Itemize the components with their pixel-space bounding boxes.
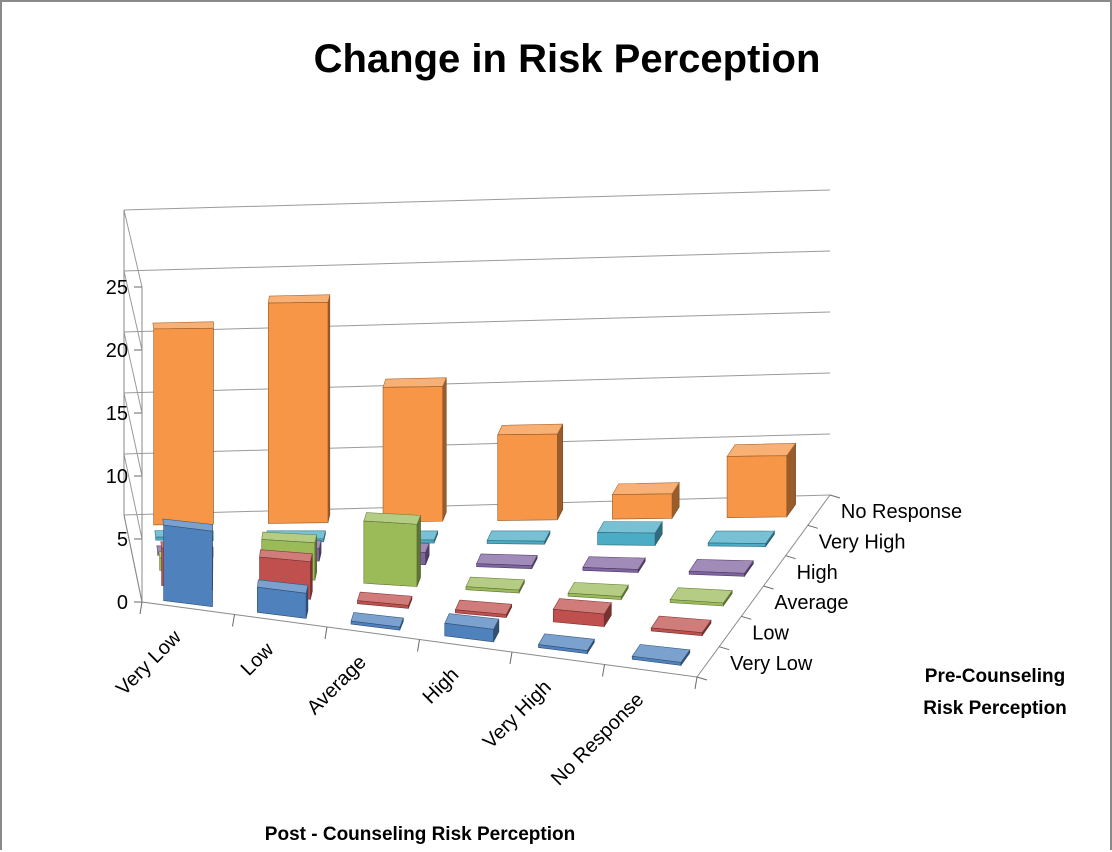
bar — [689, 559, 753, 576]
z-series-label: High — [797, 562, 838, 584]
bar-front-face — [498, 434, 558, 520]
bar-front-face — [598, 532, 655, 545]
z-series-label: Very Low — [730, 653, 813, 675]
back-wall-gridline — [124, 312, 830, 332]
x-tick-mark — [140, 602, 142, 614]
bar-front-face — [708, 543, 765, 547]
y-tick-label: 5 — [117, 529, 128, 551]
x-axis-title: Post - Counseling Risk Perception — [265, 824, 575, 845]
x-tick-mark — [233, 615, 235, 627]
bar — [568, 582, 628, 599]
bar — [351, 613, 403, 631]
y-tick-label: 10 — [106, 466, 128, 488]
bar — [455, 600, 511, 617]
x-category-label: No Response — [547, 689, 648, 790]
z-tick-mark — [786, 556, 796, 559]
bar-front-face — [164, 525, 213, 607]
x-category-label: Very Low — [112, 626, 186, 700]
bar — [357, 592, 412, 608]
bar-side-face — [417, 515, 421, 586]
bar — [612, 483, 679, 520]
x-category-label: Very High — [479, 676, 556, 753]
z-tick-mark — [697, 677, 707, 680]
z-series-label: Low — [752, 623, 789, 645]
z-axis-title-line1: Pre-Counseling — [925, 666, 1065, 687]
z-tick-mark — [719, 647, 729, 650]
bar — [364, 513, 421, 587]
bar — [538, 634, 594, 654]
bar — [268, 295, 329, 524]
bar-top-face — [727, 443, 796, 456]
bar-front-face — [727, 456, 787, 518]
bar — [708, 531, 774, 547]
bar — [445, 614, 499, 642]
bar — [153, 322, 214, 525]
bar — [498, 424, 563, 521]
bar — [598, 522, 663, 546]
bar-front-face — [268, 302, 328, 523]
bar-front-face — [612, 494, 672, 519]
x-category-label: Average — [303, 651, 371, 719]
bar — [632, 644, 690, 665]
back-wall-gridline — [124, 190, 830, 210]
bar — [727, 443, 796, 517]
bar — [466, 577, 524, 593]
z-series-label: Very High — [819, 532, 906, 554]
bar-front-face — [383, 387, 443, 522]
x-tick-mark — [510, 652, 512, 664]
bar-side-face — [557, 424, 562, 520]
bar — [553, 599, 611, 627]
back-wall-gridline — [124, 373, 830, 393]
bars-layer — [153, 295, 796, 666]
z-axis-title-line2: Risk Perception — [923, 698, 1067, 719]
bar — [487, 531, 550, 544]
x-category-label: Low — [237, 638, 279, 680]
bar-top-face — [383, 378, 446, 388]
chart-title: Change in Risk Perception — [314, 37, 821, 81]
bar — [477, 554, 538, 569]
bar — [670, 588, 732, 606]
bar-top-face — [598, 522, 663, 533]
side-wall-gridline — [124, 210, 142, 287]
back-wall-gridline — [124, 251, 830, 271]
z-series-label: Average — [774, 592, 848, 614]
bar-front-face — [487, 541, 544, 545]
z-tick-mark — [764, 586, 774, 589]
bar-top-face — [708, 531, 774, 544]
bar — [383, 378, 446, 522]
x-tick-mark — [695, 677, 697, 689]
bar-top-face — [612, 483, 679, 495]
bar-front-face — [154, 328, 214, 525]
bar — [257, 580, 308, 619]
bar-top-face — [689, 559, 753, 573]
bar-side-face — [787, 443, 796, 517]
bar — [163, 519, 213, 607]
x-tick-mark — [418, 640, 420, 652]
back-wall-gridline — [124, 434, 830, 454]
z-tick-mark — [741, 616, 751, 619]
bar-side-face — [443, 378, 447, 522]
y-tick-label: 0 — [117, 592, 128, 614]
bar-front-face — [364, 521, 417, 587]
bar-top-face — [487, 531, 550, 541]
bar — [583, 557, 645, 573]
y-tick-label: 15 — [106, 403, 128, 425]
z-series-label: No Response — [841, 501, 962, 523]
back-wall-gridline — [124, 495, 830, 515]
bar — [651, 616, 711, 636]
x-tick-mark — [603, 665, 605, 677]
x-tick-mark — [325, 627, 327, 639]
bar-top-face — [498, 424, 563, 435]
x-category-label: High — [419, 664, 464, 709]
bar-top-face — [268, 295, 329, 303]
y-tick-label: 25 — [106, 277, 128, 299]
z-tick-mark — [830, 495, 840, 498]
bar-top-face — [153, 322, 214, 329]
y-tick-label: 20 — [106, 340, 128, 362]
z-tick-mark — [808, 525, 818, 528]
